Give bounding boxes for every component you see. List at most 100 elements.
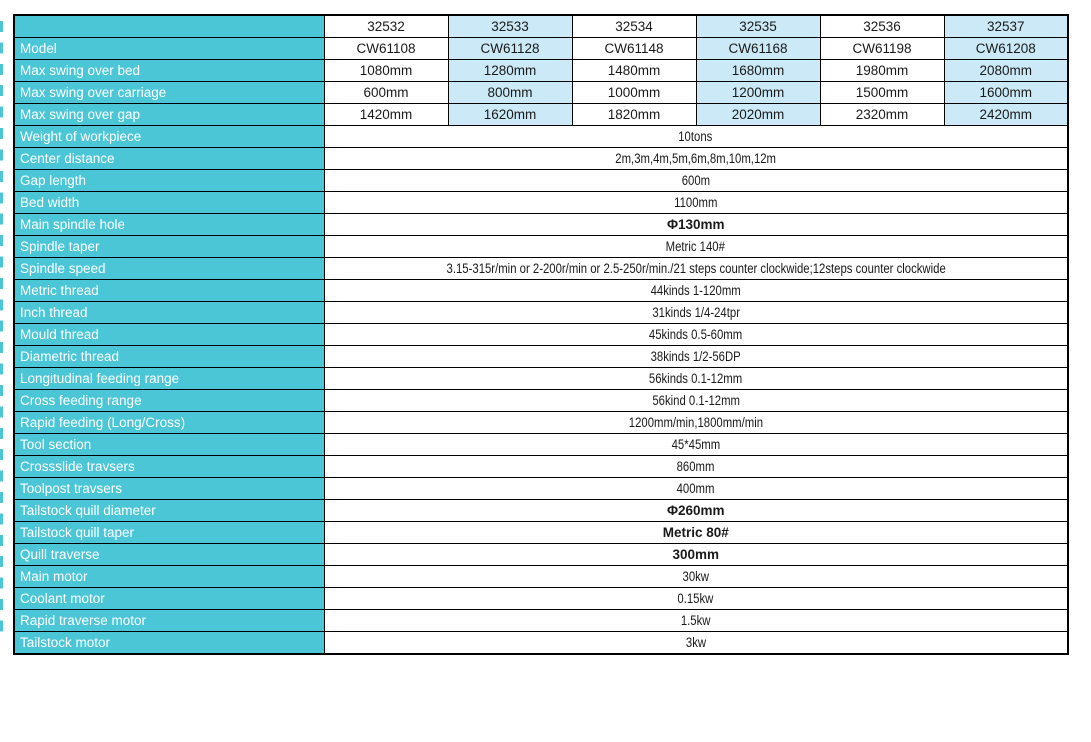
spec-value-text: 45*45mm (671, 437, 721, 452)
row-model: Model CW61108 CW61128 CW61148 CW61168 CW… (13, 37, 1069, 60)
spec-value: Metric 80# (323, 521, 1069, 544)
spec-value: 1200mm/min,1800mm/min (323, 411, 1069, 434)
spec-cell: 2320mm (819, 103, 945, 126)
spec-value-text: 56kinds 0.1-12mm (649, 371, 743, 386)
spec-value: Metric 140# (323, 235, 1069, 258)
spec-value-text: Φ260mm (666, 503, 725, 518)
row-center-distance: Center distance 2m,3m,4m,5m,6m,8m,10m,12… (13, 147, 1069, 170)
row-spindle-speed: Spindle speed 3.15-315r/min or 2-200r/mi… (13, 257, 1069, 280)
column-header: 32537 (943, 14, 1069, 38)
row-weight-of-workpiece: Weight of workpiece 10tons (13, 125, 1069, 148)
row-tailstock-quill-taper: Tailstock quill taper Metric 80# (13, 521, 1069, 544)
spec-value-text: 44kinds 1-120mm (650, 283, 741, 298)
spec-value: 0.15kw (323, 587, 1069, 610)
spec-cell: 1420mm (323, 103, 449, 126)
spec-value: 600m (323, 169, 1069, 192)
spec-label: Diametric thread (13, 345, 325, 368)
column-header: 32534 (571, 14, 697, 38)
spec-value: 56kind 0.1-12mm (323, 389, 1069, 412)
spec-value-text: 3kw (685, 635, 706, 650)
row-tailstock-motor: Tailstock motor 3kw (13, 631, 1069, 655)
spec-value-text: Metric 140# (666, 239, 726, 254)
row-tailstock-quill-diameter: Tailstock quill diameter Φ260mm (13, 499, 1069, 522)
spec-label: Spindle taper (13, 235, 325, 258)
spec-label: Metric thread (13, 279, 325, 302)
spec-value-text: 56kind 0.1-12mm (651, 393, 740, 408)
spec-cell: 1500mm (819, 81, 945, 104)
row-metric-thread: Metric thread 44kinds 1-120mm (13, 279, 1069, 302)
row-rapid-feeding: Rapid feeding (Long/Cross) 1200mm/min,18… (13, 411, 1069, 434)
spec-cell: CW61168 (695, 37, 821, 60)
column-header: 32536 (819, 14, 945, 38)
spec-label: Main spindle hole (13, 213, 325, 236)
column-header: 32535 (695, 14, 821, 38)
row-quill-traverse: Quill traverse 300mm (13, 543, 1069, 566)
spec-cell: CW61148 (571, 37, 697, 60)
spec-label: Max swing over bed (13, 59, 325, 82)
spec-label: Max swing over carriage (13, 81, 325, 104)
spec-cell: 1000mm (571, 81, 697, 104)
spec-value: 56kinds 0.1-12mm (323, 367, 1069, 390)
spec-cell: CW61128 (447, 37, 573, 60)
spec-value: Φ130mm (323, 213, 1069, 236)
row-main-motor: Main motor 30kw (13, 565, 1069, 588)
spec-value: 400mm (323, 477, 1069, 500)
row-tool-section: Tool section 45*45mm (13, 433, 1069, 456)
spec-value-text: 860mm (676, 459, 715, 474)
spec-cell: 2420mm (943, 103, 1069, 126)
spec-value-text: Metric 80# (662, 525, 729, 540)
row-toolpost-travsers: Toolpost travsers 400mm (13, 477, 1069, 500)
row-max-swing-over-carriage: Max swing over carriage 600mm 800mm 1000… (13, 81, 1069, 104)
column-header: 32532 (323, 14, 449, 38)
row-spindle-taper: Spindle taper Metric 140# (13, 235, 1069, 258)
spec-cell: 1980mm (819, 59, 945, 82)
spec-cell: 1080mm (323, 59, 449, 82)
row-main-spindle-hole: Main spindle hole Φ130mm (13, 213, 1069, 236)
spec-label: Quill traverse (13, 543, 325, 566)
row-inch-thread: Inch thread 31kinds 1/4-24tpr (13, 301, 1069, 324)
spec-label: Tailstock motor (13, 631, 325, 655)
spec-value: 31kinds 1/4-24tpr (323, 301, 1069, 324)
spec-label: Bed width (13, 191, 325, 214)
spec-cell: 800mm (447, 81, 573, 104)
spec-value: 3kw (323, 631, 1069, 655)
spec-cell: 1600mm (943, 81, 1069, 104)
spec-label: Tailstock quill diameter (13, 499, 325, 522)
spec-cell: CW61208 (943, 37, 1069, 60)
spec-cell: 1280mm (447, 59, 573, 82)
spec-cell: 2020mm (695, 103, 821, 126)
spec-cell: CW61198 (819, 37, 945, 60)
row-longitudinal-feeding-range: Longitudinal feeding range 56kinds 0.1-1… (13, 367, 1069, 390)
spec-value-text: 600m (681, 173, 710, 188)
spec-value-text: 2m,3m,4m,5m,6m,8m,10m,12m (615, 151, 777, 166)
spec-cell: 1820mm (571, 103, 697, 126)
spec-label: Inch thread (13, 301, 325, 324)
row-max-swing-over-gap: Max swing over gap 1420mm 1620mm 1820mm … (13, 103, 1069, 126)
spec-value: 1.5kw (323, 609, 1069, 632)
row-bed-width: Bed width 1100mm (13, 191, 1069, 214)
specification-table: 32532 32533 32534 32535 32536 32537 Mode… (13, 14, 1069, 655)
row-cross-feeding-range: Cross feeding range 56kind 0.1-12mm (13, 389, 1069, 412)
row-coolant-motor: Coolant motor 0.15kw (13, 587, 1069, 610)
spec-value: 300mm (323, 543, 1069, 566)
spec-cell: 600mm (323, 81, 449, 104)
row-gap-length: Gap length 600m (13, 169, 1069, 192)
spec-value-text: 1.5kw (680, 613, 711, 628)
spec-label: Longitudinal feeding range (13, 367, 325, 390)
spec-value: 2m,3m,4m,5m,6m,8m,10m,12m (323, 147, 1069, 170)
spec-cell: 2080mm (943, 59, 1069, 82)
spec-value-text: 0.15kw (677, 591, 714, 606)
row-rapid-traverse-motor: Rapid traverse motor 1.5kw (13, 609, 1069, 632)
spec-value: 1100mm (323, 191, 1069, 214)
spec-value: 30kw (323, 565, 1069, 588)
spec-label: Model (13, 37, 325, 60)
spec-value: 45*45mm (323, 433, 1069, 456)
spec-value-text: 1200mm/min,1800mm/min (628, 415, 763, 430)
spec-value-text: 3.15-315r/min or 2-200r/min or 2.5-250r/… (446, 261, 946, 276)
spec-value-text: 10tons (678, 129, 713, 144)
spec-value-text: 300mm (672, 547, 720, 562)
spec-value-text: 30kw (682, 569, 709, 584)
spec-label: Center distance (13, 147, 325, 170)
spec-value-text: 45kinds 0.5-60mm (649, 327, 743, 342)
spec-value: Φ260mm (323, 499, 1069, 522)
